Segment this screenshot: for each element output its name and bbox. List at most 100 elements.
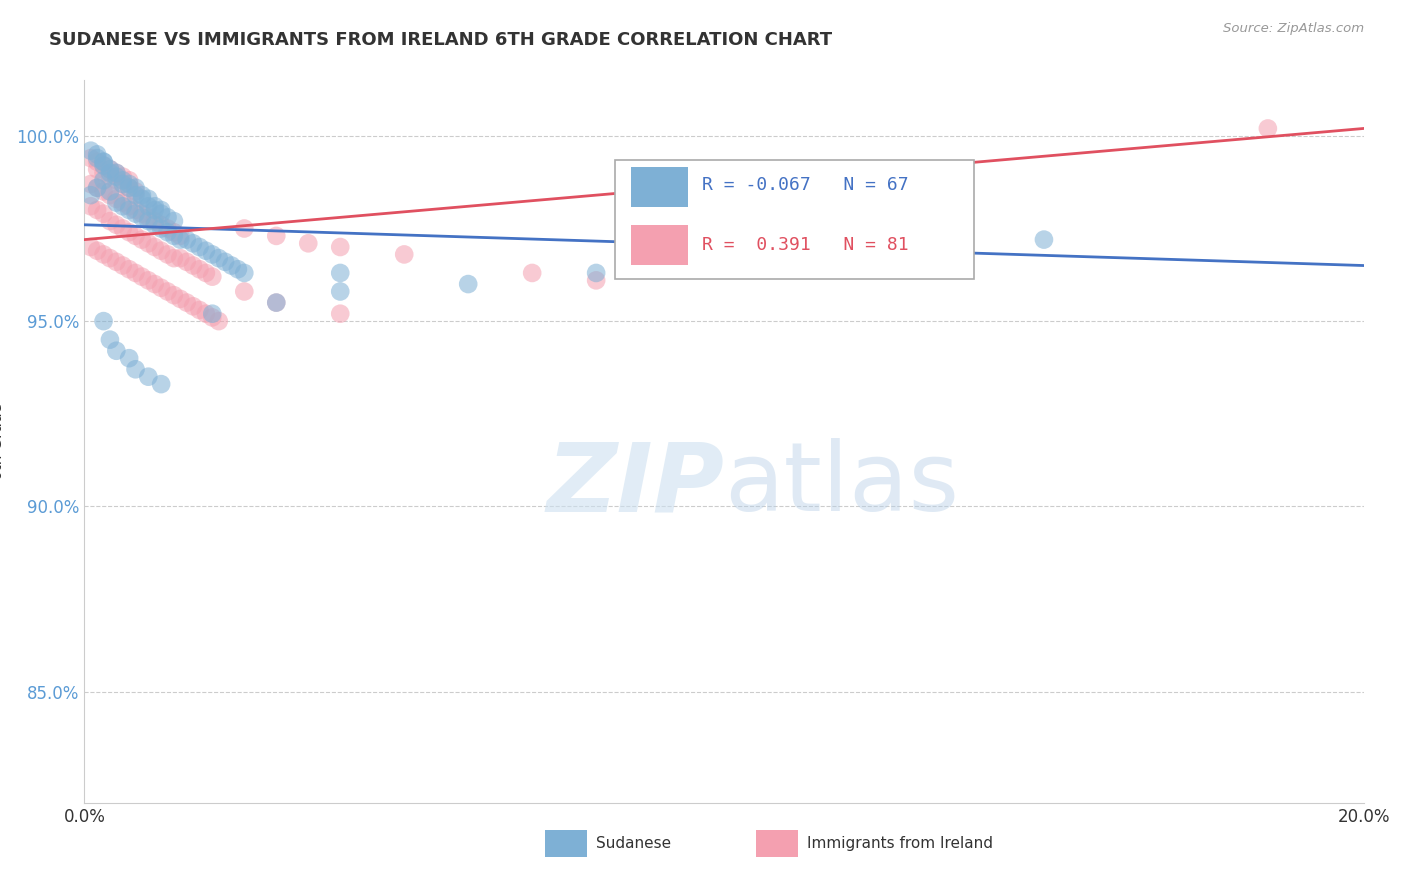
Point [150,377,173,392]
Point [233,285,256,299]
Point [80,240,103,254]
Point [201,247,224,261]
Point [124,180,146,194]
Point [329,307,352,321]
Point [118,180,141,194]
Point [233,266,256,280]
Point [143,240,166,254]
Point [124,185,146,199]
Point [124,228,146,243]
Point [194,307,217,321]
Point [181,299,204,313]
Point [457,277,479,291]
Point [138,236,160,251]
Point [93,207,115,221]
Point [124,207,146,221]
Point [169,292,191,306]
Point [131,211,153,225]
Point [86,244,108,258]
Point [124,362,146,376]
Point [156,211,179,225]
Point [80,199,103,213]
Point [111,173,134,187]
FancyBboxPatch shape [616,160,973,279]
Point [221,259,243,273]
Point [80,188,103,202]
Point [264,295,288,310]
Text: Source: ZipAtlas.com: Source: ZipAtlas.com [1223,22,1364,36]
Text: R =  0.391   N = 81: R = 0.391 N = 81 [703,236,908,254]
Point [214,255,236,269]
FancyBboxPatch shape [756,830,799,857]
Point [98,162,121,177]
Point [163,225,186,239]
Point [131,192,153,206]
Point [118,173,141,187]
Point [111,259,134,273]
Point [156,247,179,261]
Text: SUDANESE VS IMMIGRANTS FROM IRELAND 6TH GRADE CORRELATION CHART: SUDANESE VS IMMIGRANTS FROM IRELAND 6TH … [49,31,832,49]
Text: Immigrants from Ireland: Immigrants from Ireland [807,836,993,851]
Point [143,199,166,213]
Point [713,233,735,247]
Text: Sudanese: Sudanese [596,836,671,851]
Point [138,199,160,213]
Point [124,266,146,280]
Point [176,233,198,247]
Point [188,303,211,318]
Point [150,218,173,232]
Point [93,314,115,328]
Point [105,255,128,269]
Point [156,221,179,235]
Point [93,247,115,261]
Point [111,177,134,191]
Point [138,192,160,206]
Point [176,255,198,269]
Point [86,162,108,177]
Point [118,180,141,194]
Point [143,277,166,291]
Point [208,314,231,328]
Point [93,159,115,173]
Point [118,199,141,213]
Point [105,218,128,232]
Point [156,285,179,299]
Point [98,166,121,180]
Point [124,188,146,202]
Text: atlas: atlas [724,438,959,532]
Text: ZIP: ZIP [546,438,724,532]
Point [118,177,141,191]
Point [181,259,204,273]
Point [264,228,288,243]
Point [131,233,153,247]
Point [194,244,217,258]
Point [124,202,146,217]
Point [105,173,128,187]
Point [394,247,416,261]
Point [329,285,352,299]
Point [188,262,211,277]
Point [329,266,352,280]
Point [841,251,863,265]
Point [329,240,352,254]
Point [80,177,103,191]
Point [1032,233,1054,247]
Point [201,269,224,284]
Point [111,221,134,235]
Point [194,266,217,280]
Point [105,166,128,180]
Point [585,266,607,280]
Point [264,295,288,310]
Point [98,162,121,177]
Point [80,151,103,165]
Point [585,273,607,287]
Point [111,195,134,210]
Point [98,185,121,199]
Point [201,310,224,325]
Point [86,202,108,217]
Point [105,343,128,358]
Point [131,207,153,221]
Point [150,202,173,217]
Text: R = -0.067   N = 67: R = -0.067 N = 67 [703,176,908,194]
Point [163,288,186,302]
